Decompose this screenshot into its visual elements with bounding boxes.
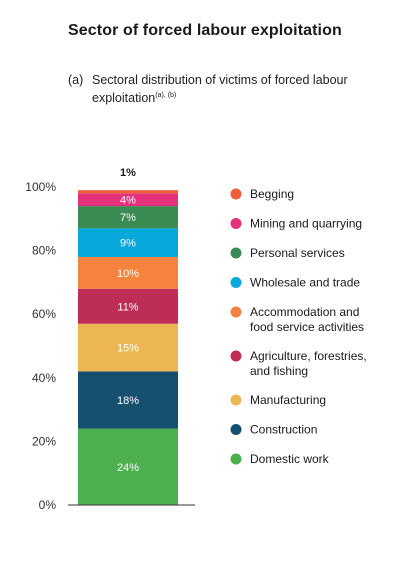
y-tick-label: 20%: [32, 434, 56, 448]
data-label: 9%: [120, 238, 136, 250]
data-label: 15%: [117, 343, 139, 355]
y-tick-label: 100%: [25, 180, 56, 194]
y-tick-label: 80%: [32, 244, 56, 258]
legend-marker: [230, 424, 242, 435]
legend-marker: [230, 306, 242, 318]
legend-label: Accommodation and: [250, 305, 359, 319]
bar-segment: [78, 256, 178, 289]
y-tick-label: 40%: [32, 371, 56, 385]
data-label: 24%: [117, 462, 139, 474]
subtitle-footnote: (a), (b): [155, 92, 177, 99]
legend-label: food service activities: [250, 320, 364, 334]
bar-segment: [78, 371, 178, 429]
data-label: 10%: [117, 268, 139, 280]
legend-label: Wholesale and trade: [250, 276, 360, 290]
subtitle-line1: Sectoral distribution of victims of forc…: [92, 73, 348, 87]
data-label: 1%: [120, 167, 136, 179]
legend-marker: [230, 218, 242, 229]
bar-segment: [78, 190, 178, 194]
legend-label: Personal services: [250, 246, 345, 260]
legend-label: and fishing: [250, 364, 308, 378]
chart-subtitle: (a) Sectoral distribution of victims of f…: [68, 72, 388, 106]
legend-label: Manufacturing: [250, 393, 326, 407]
legend-marker: [230, 394, 242, 406]
bar-segment: [78, 428, 178, 505]
bar-segment: [78, 206, 178, 229]
legend-label: Agriculture, forestries,: [250, 349, 367, 363]
legend-label: Mining and quarrying: [250, 217, 362, 231]
data-label: 4%: [120, 195, 136, 207]
legend-label: Begging: [250, 187, 294, 201]
data-label: 11%: [117, 301, 138, 313]
bar-segment: [78, 193, 178, 207]
bar-segment: [78, 228, 178, 257]
chart-title: Sector of forced labour exploitation: [68, 22, 342, 39]
data-label: 18%: [117, 395, 139, 407]
data-label: 7%: [120, 212, 136, 224]
bar-segment: [78, 288, 178, 324]
subtitle-number: (a): [68, 73, 84, 87]
legend-marker: [230, 247, 242, 259]
legend-marker: [230, 453, 242, 465]
legend-label: Domestic work: [250, 452, 330, 466]
bar-segment: [78, 323, 178, 372]
legend-marker: [230, 277, 242, 288]
y-tick-label: 0%: [39, 498, 57, 512]
legend-marker: [230, 350, 242, 362]
subtitle-line2: exploitation: [92, 91, 156, 106]
y-tick-label: 60%: [32, 307, 56, 321]
legend-marker: [230, 188, 242, 200]
legend-label: Construction: [250, 423, 317, 437]
